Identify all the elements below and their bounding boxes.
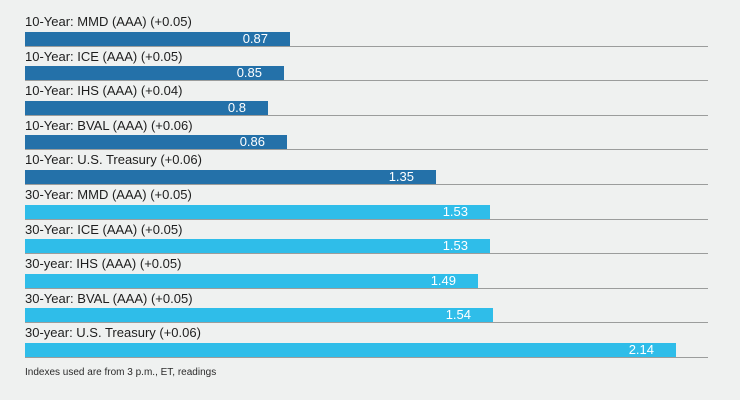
chart-row: 30-Year: MMD (AAA) (+0.05) 1.53 [25, 185, 708, 220]
bar-category-label: 10-Year: MMD (AAA) (+0.05) [25, 14, 192, 29]
bar: 1.49 [25, 272, 478, 288]
bar-category-label: 30-year: IHS (AAA) (+0.05) [25, 256, 182, 272]
bar-category-label: 30-Year: MMD (AAA) (+0.05) [25, 186, 192, 202]
bar-value-label: 0.86 [239, 134, 265, 150]
bar-track: 1.53 [25, 203, 708, 220]
bar-category-label: 10-Year: U.S. Treasury (+0.06) [25, 152, 202, 168]
chart-row: 30-year: U.S. Treasury (+0.06) 2.14 [25, 323, 708, 358]
bar-track: 0.87 [25, 30, 708, 47]
bar-track: 2.14 [25, 341, 708, 358]
bar: 0.87 [25, 30, 290, 46]
chart-row: 10-Year: ICE (AAA) (+0.05) 0.85 [25, 47, 708, 82]
chart-row: 10-Year: BVAL (AAA) (+0.06) 0.86 [25, 116, 708, 151]
bar: 1.53 [25, 203, 490, 219]
bar-value-label: 0.8 [227, 99, 246, 115]
chart-footnote: Indexes used are from 3 p.m., ET, readin… [25, 366, 217, 378]
bar-category-label: 30-Year: BVAL (AAA) (+0.05) [25, 290, 193, 306]
bar-value-label: 1.53 [442, 238, 468, 254]
bar-value-label: 2.14 [628, 341, 654, 357]
bar-track: 1.53 [25, 238, 708, 255]
bar: 0.8 [25, 99, 268, 115]
bar: 1.35 [25, 168, 436, 184]
bar-track: 0.8 [25, 99, 708, 116]
bar-category-label: 10-Year: ICE (AAA) (+0.05) [25, 48, 183, 64]
chart-row: 10-Year: U.S. Treasury (+0.06) 1.35 [25, 150, 708, 185]
bar: 1.53 [25, 238, 490, 254]
bar-track: 1.54 [25, 307, 708, 324]
bar-track: 0.85 [25, 65, 708, 82]
bar-rows-container: 10-Year: MMD (AAA) (+0.05) 0.87 10-Year:… [25, 12, 740, 358]
bar-value-label: 1.54 [445, 307, 471, 323]
bar: 0.85 [25, 65, 284, 81]
bar: 1.54 [25, 307, 493, 323]
bar-category-label: 30-Year: ICE (AAA) (+0.05) [25, 221, 183, 237]
chart-row: 30-year: IHS (AAA) (+0.05) 1.49 [25, 254, 708, 289]
chart-row: 30-Year: ICE (AAA) (+0.05) 1.53 [25, 220, 708, 255]
bar-value-label: 0.87 [242, 30, 268, 46]
bar-value-label: 1.35 [388, 168, 414, 184]
bar-track: 1.35 [25, 168, 708, 185]
bar-track: 1.49 [25, 272, 708, 289]
bar-track: 0.86 [25, 134, 708, 151]
chart-row: 10-Year: MMD (AAA) (+0.05) 0.87 [25, 12, 708, 47]
bar-category-label: 10-Year: IHS (AAA) (+0.04) [25, 83, 183, 99]
bar-category-label: 30-year: U.S. Treasury (+0.06) [25, 325, 201, 341]
chart-row: 30-Year: BVAL (AAA) (+0.05) 1.54 [25, 289, 708, 324]
bar-value-label: 1.49 [430, 272, 456, 288]
bar-category-label: 10-Year: BVAL (AAA) (+0.06) [25, 117, 193, 133]
bar-value-label: 1.53 [442, 203, 468, 219]
bar: 0.86 [25, 134, 287, 150]
bar: 2.14 [25, 341, 676, 357]
chart-row: 10-Year: IHS (AAA) (+0.04) 0.8 [25, 81, 708, 116]
bar-value-label: 0.85 [236, 65, 262, 81]
